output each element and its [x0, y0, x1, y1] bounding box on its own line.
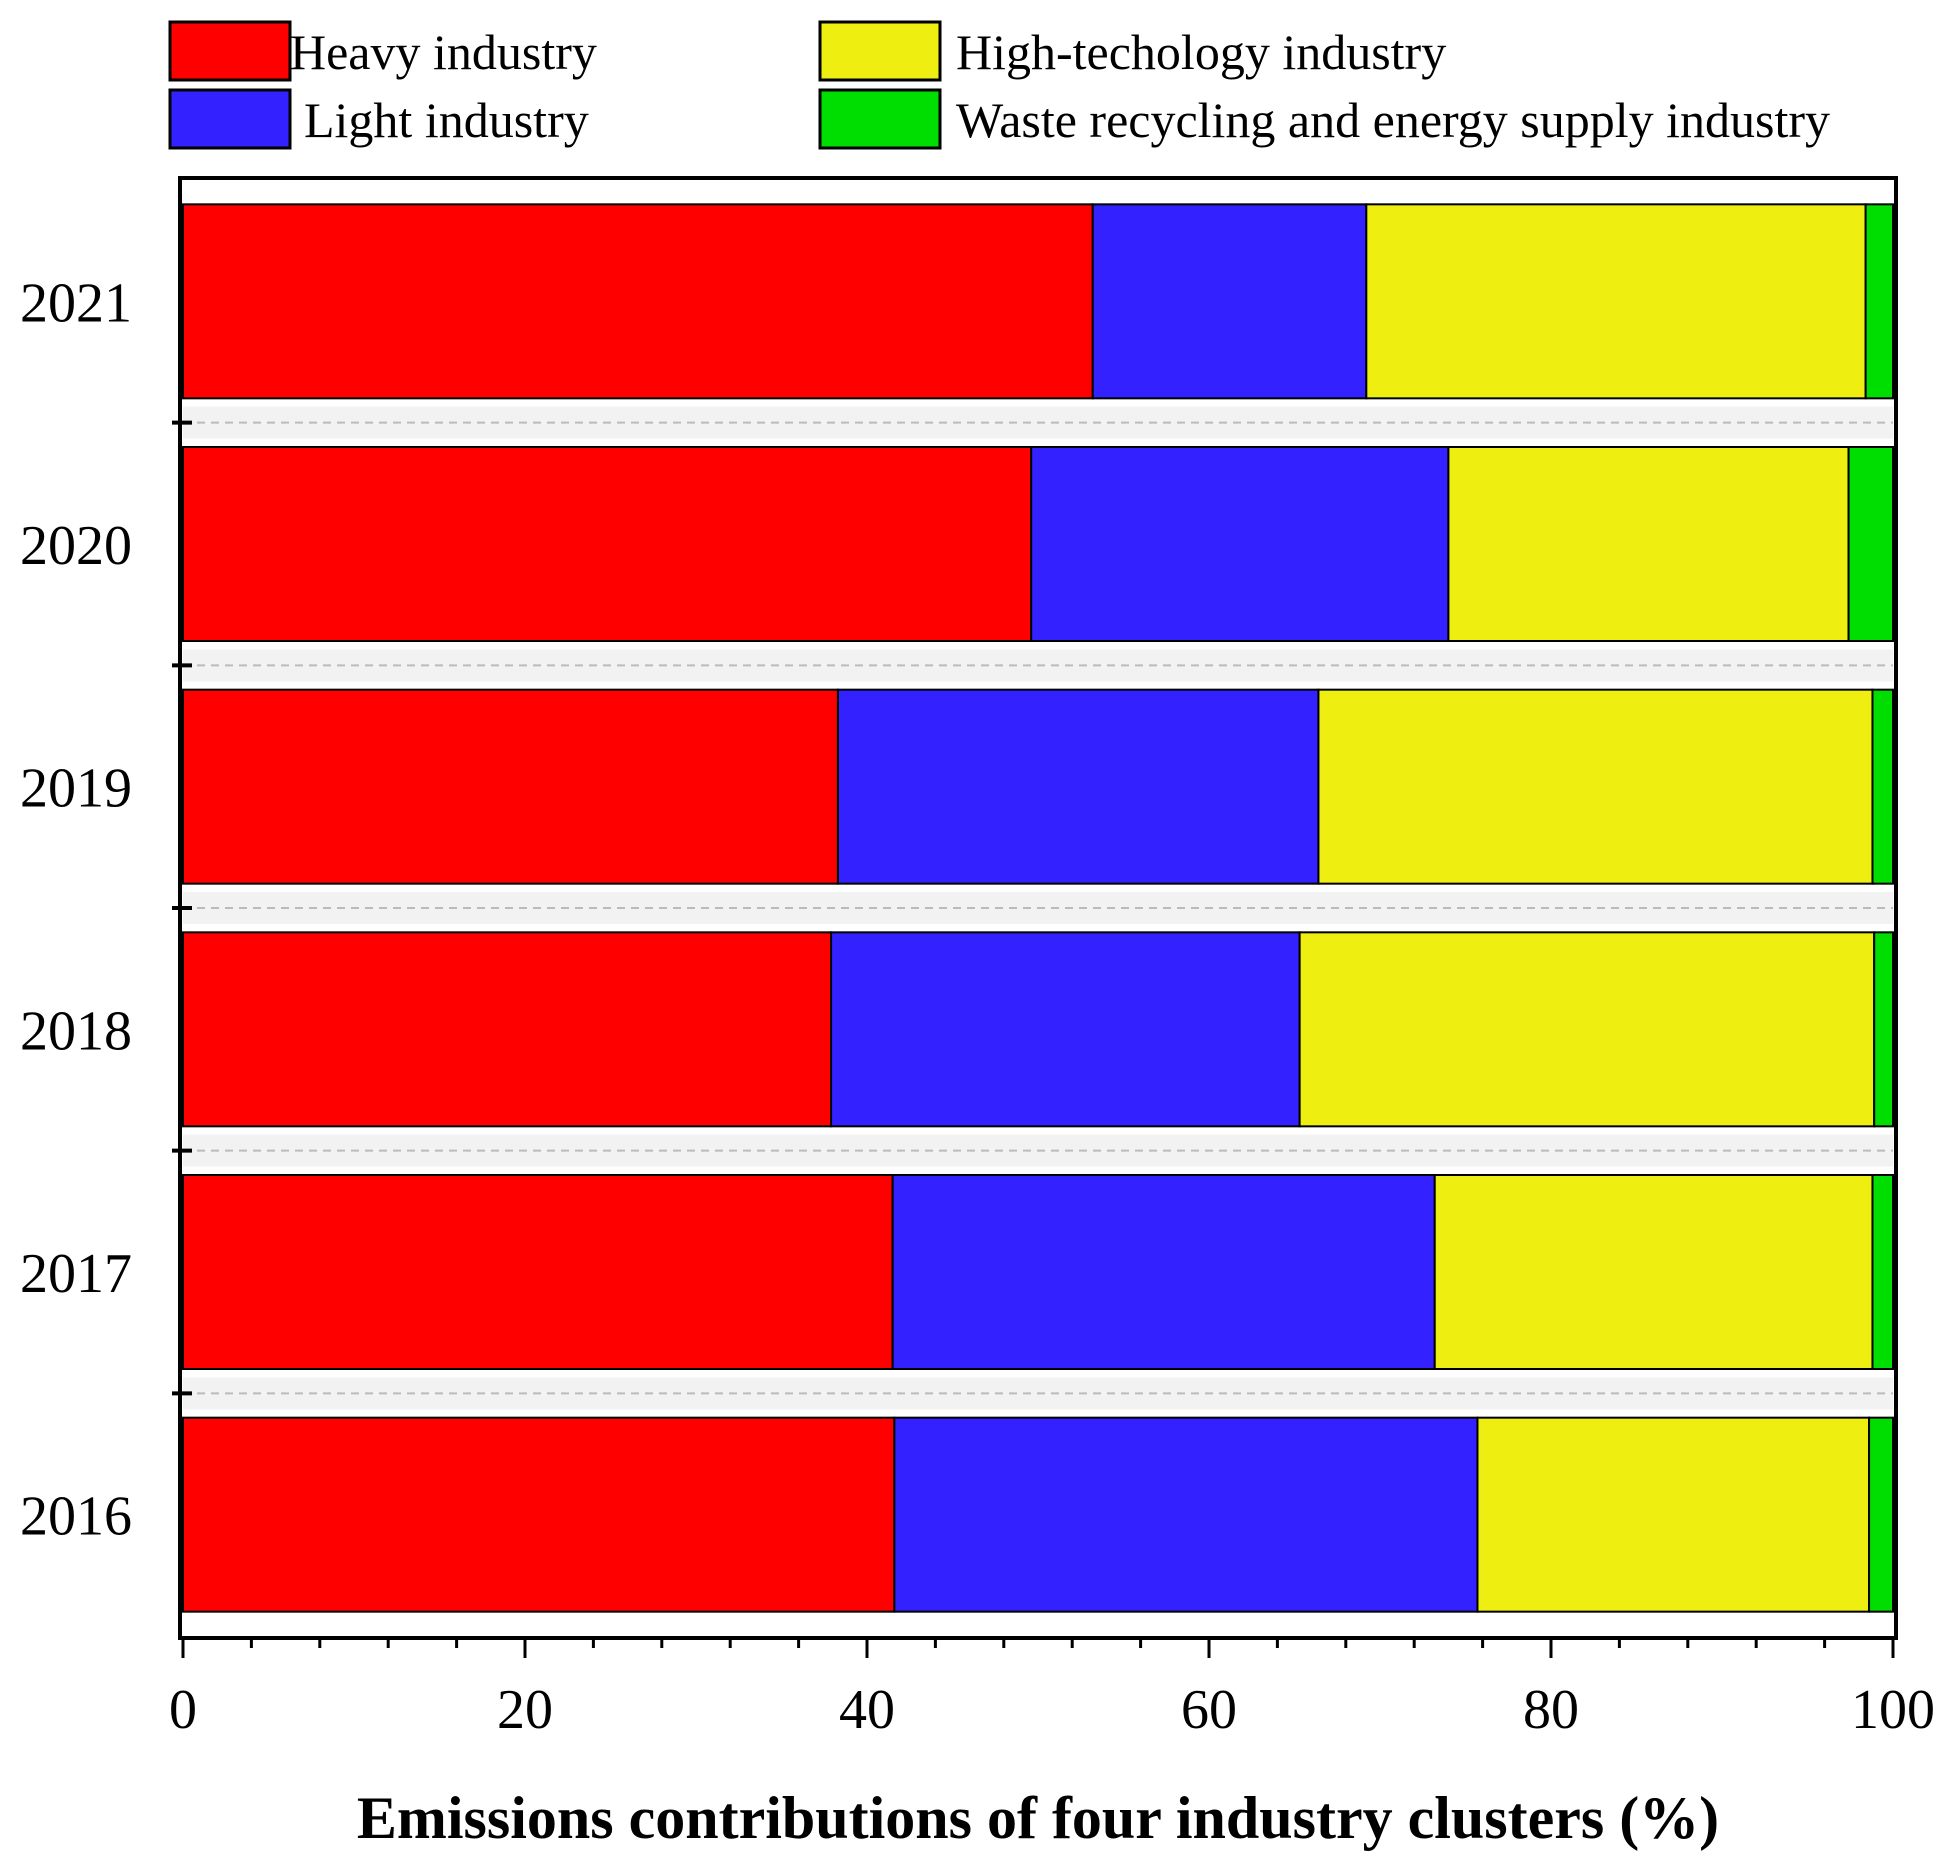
x-tick-label-100: 100	[1851, 1679, 1935, 1741]
y-tick-label-2018: 2018	[20, 1000, 132, 1062]
bar-2018-high-techology-industry	[1298, 931, 1876, 1128]
bar-2017-light-industry	[891, 1174, 1436, 1370]
x-tick-label-0: 0	[169, 1679, 197, 1741]
bar-2021-heavy-industry	[182, 203, 1094, 400]
bar-2017-high-techology-industry	[1433, 1174, 1874, 1370]
bar-2019-high-techology-industry	[1317, 688, 1874, 885]
legend-swatch-waste-recycling-and-energy-supply-industry	[818, 88, 942, 150]
bar-2021-high-techology-industry	[1365, 203, 1867, 400]
bar-2016-heavy-industry	[182, 1416, 896, 1613]
x-tick-label-40: 40	[839, 1679, 895, 1741]
x-axis: 0 20 40 60 80 100	[169, 1638, 1935, 1741]
bar-2019-heavy-industry	[182, 688, 839, 885]
y-tick-label-2019: 2019	[20, 758, 132, 820]
bar-2018-waste-recycling-and-energy-supply-industry	[1873, 931, 1894, 1128]
bar-2020-waste-recycling-and-energy-supply-industry	[1847, 446, 1895, 642]
y-tick-label-2020: 2020	[20, 515, 132, 577]
bar-2020-heavy-industry	[182, 446, 1033, 642]
bar-2021-light-industry	[1091, 203, 1368, 400]
bar-2020-high-techology-industry	[1447, 446, 1850, 642]
bar-2016-waste-recycling-and-energy-supply-industry	[1868, 1416, 1895, 1613]
x-tick-label-80: 80	[1523, 1679, 1579, 1741]
bar-2016-high-techology-industry	[1476, 1416, 1871, 1613]
legend-swatch-heavy-industry	[168, 20, 292, 82]
x-tick-label-20: 20	[497, 1679, 553, 1741]
legend-label-waste-recycling-and-energy-supply-industry: Waste recycling and energy supply indust…	[956, 92, 1830, 148]
y-tick-label-2017: 2017	[20, 1243, 132, 1305]
bar-2019-light-industry	[836, 688, 1320, 885]
y-axis: 2021 2020 2019 2018 2017 2016	[20, 272, 192, 1548]
bar-2018-heavy-industry	[182, 931, 833, 1128]
legend-label-heavy-industry: Heavy industry	[290, 24, 597, 80]
y-tick-label-2016: 2016	[20, 1486, 132, 1548]
legend-label-light-industry: Light industry	[304, 92, 589, 148]
legend-swatch-light-industry	[168, 88, 292, 150]
bar-separators	[183, 406, 1893, 1410]
x-tick-label-60: 60	[1181, 1679, 1237, 1741]
bars	[182, 203, 1895, 1613]
bar-2021-waste-recycling-and-energy-supply-industry	[1864, 203, 1895, 400]
y-tick-label-2021: 2021	[20, 272, 132, 334]
legend-label-high-techology-industry: High-techology industry	[956, 24, 1446, 80]
legend-swatch-high-techology-industry	[818, 20, 942, 82]
bar-2019-waste-recycling-and-energy-supply-industry	[1871, 688, 1894, 885]
bar-2018-light-industry	[830, 931, 1301, 1128]
bar-2017-waste-recycling-and-energy-supply-industry	[1871, 1174, 1894, 1370]
bar-2016-light-industry	[893, 1416, 1479, 1613]
x-axis-title: Emissions contributions of four industry…	[357, 1785, 1719, 1851]
bar-2017-heavy-industry	[182, 1174, 894, 1370]
bar-2020-light-industry	[1030, 446, 1450, 642]
legend: Heavy industry Light industry High-techolo…	[168, 20, 1830, 150]
